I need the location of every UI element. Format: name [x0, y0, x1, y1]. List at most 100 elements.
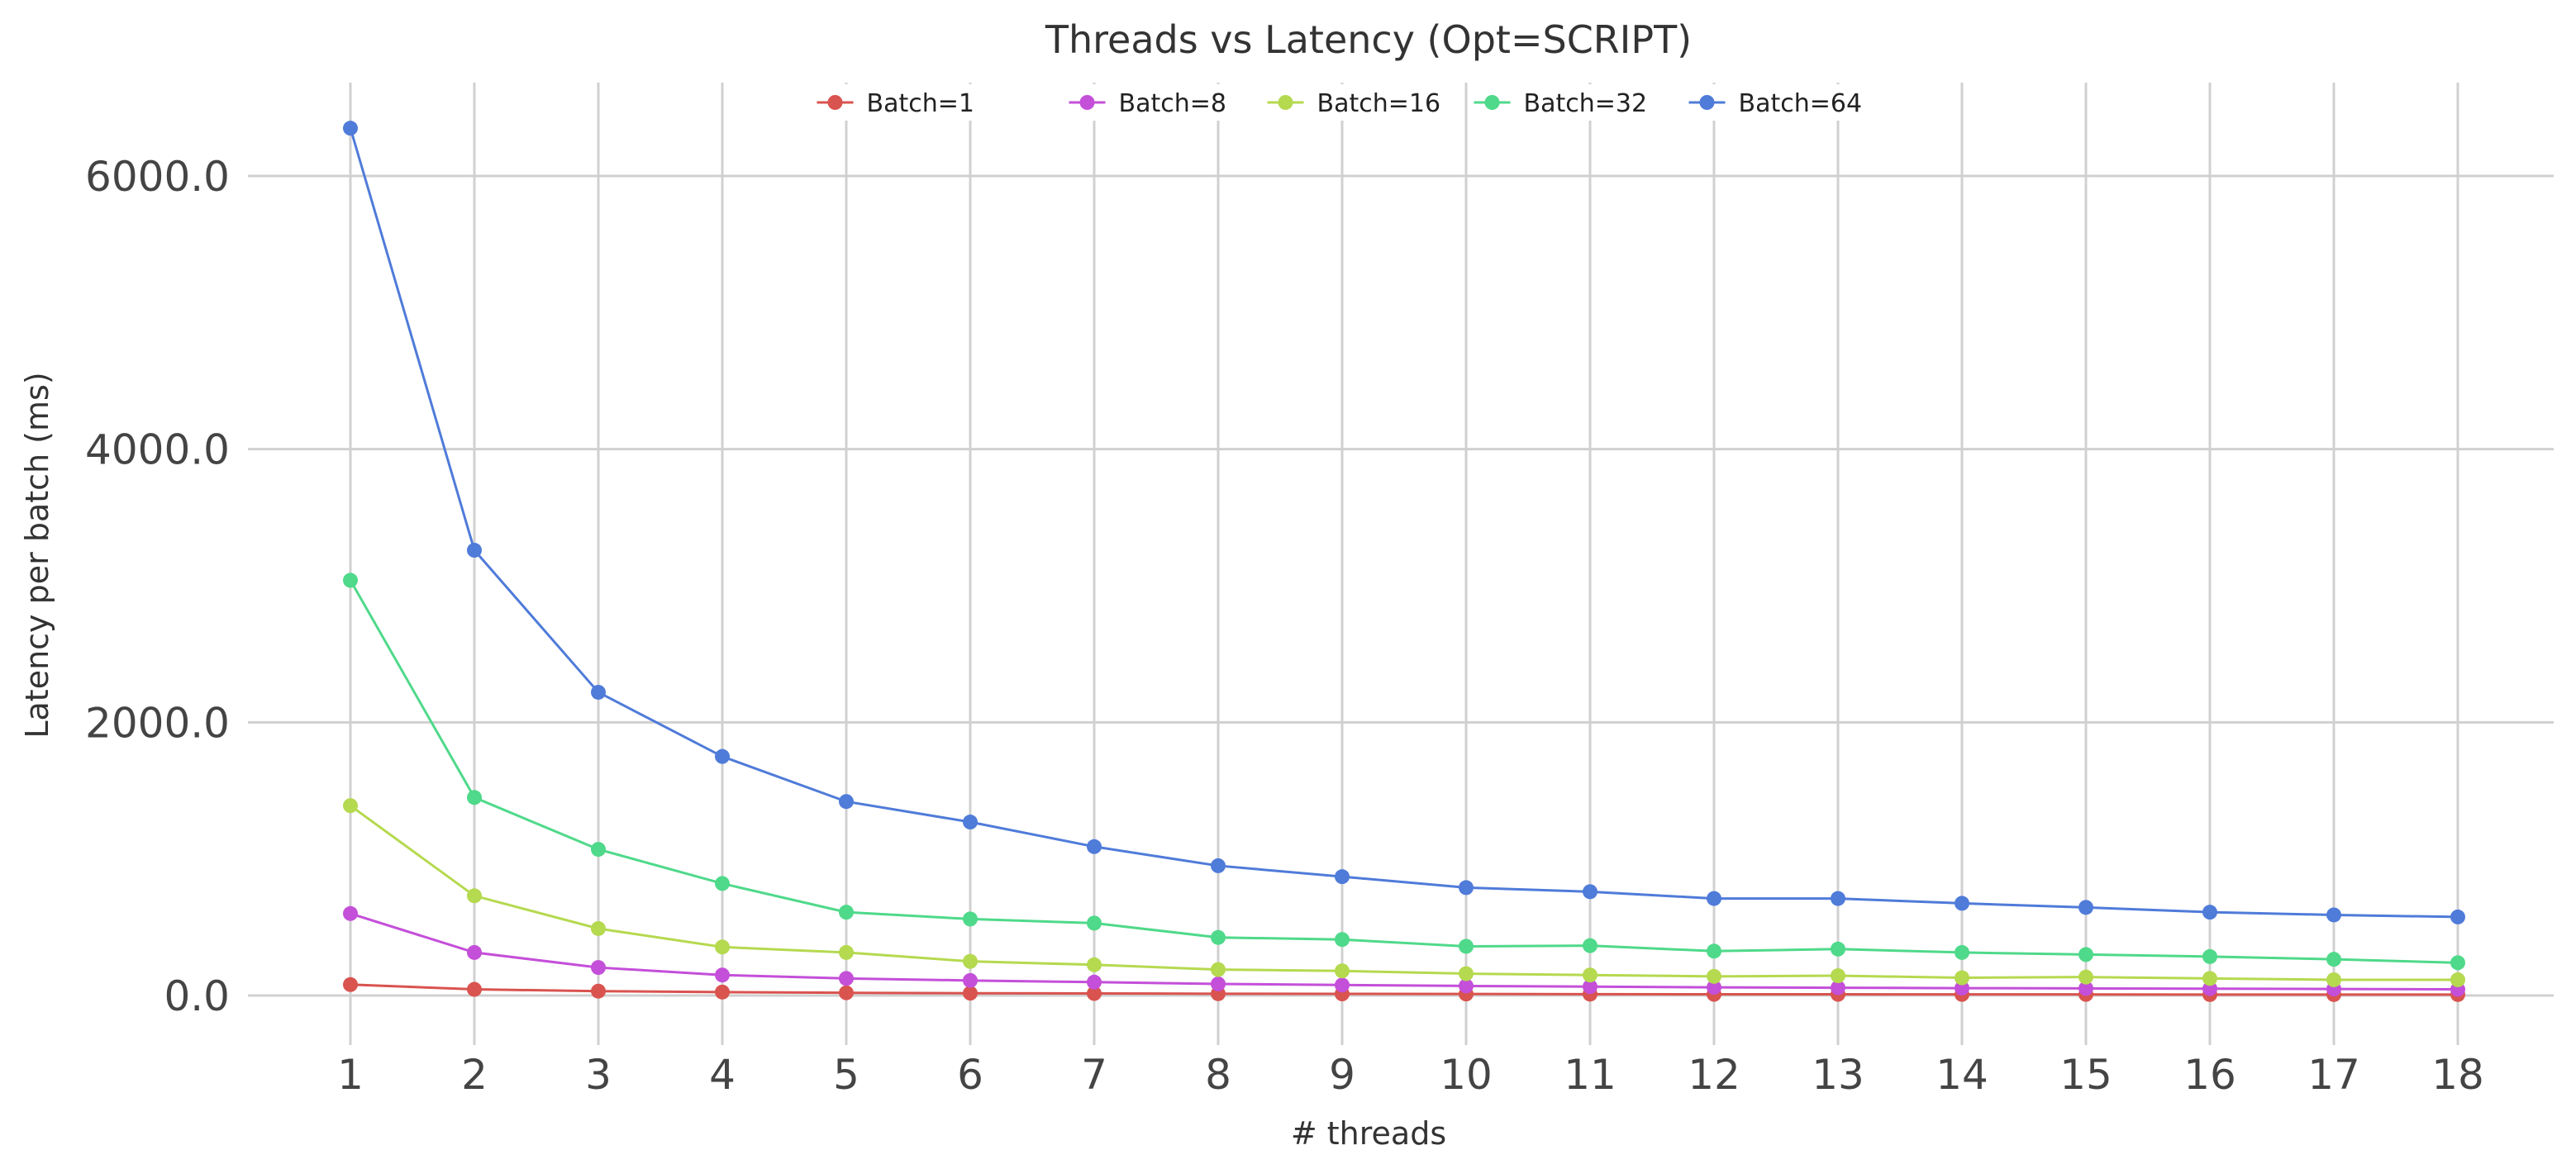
x-tick-label: 13 — [1812, 1051, 1864, 1099]
legend-entry: Batch=8 — [1062, 84, 1250, 121]
series-batch-64 — [343, 121, 2465, 924]
x-axis-label: # threads — [1291, 1115, 1446, 1152]
legend-marker — [1278, 95, 1293, 110]
data-point — [2078, 900, 2093, 915]
data-point — [343, 977, 358, 992]
data-point — [1211, 858, 1226, 873]
data-point — [1831, 891, 1845, 906]
x-tick-label: 17 — [2307, 1051, 2360, 1099]
data-point — [1087, 986, 1102, 1001]
series-line — [349, 127, 2459, 919]
data-point — [467, 888, 482, 904]
data-point — [963, 815, 978, 830]
y-tick-label: 0.0 — [164, 972, 230, 1020]
legend: Batch=1 Batch=8 Batch=16 Batch=32 Batch=64 — [810, 84, 1869, 121]
data-point — [1087, 915, 1102, 931]
data-point — [2450, 909, 2465, 924]
data-point — [839, 794, 854, 810]
data-point — [963, 953, 978, 969]
data-point — [839, 985, 854, 1000]
data-point — [839, 944, 854, 960]
grid-layer — [248, 83, 2554, 1045]
data-point — [963, 972, 978, 988]
data-point — [2202, 981, 2217, 996]
data-point — [1211, 929, 1226, 945]
data-point — [1831, 980, 1845, 996]
legend-entry: Batch=16 — [1260, 84, 1456, 121]
data-point — [2450, 955, 2465, 971]
data-point — [467, 790, 482, 805]
data-point — [1583, 967, 1598, 983]
y-axis-label: Latency per batch (ms) — [19, 372, 55, 738]
x-tick-label: 9 — [1329, 1051, 1355, 1099]
data-point — [2326, 907, 2341, 923]
legend-marker — [1699, 95, 1715, 110]
data-point — [591, 842, 606, 858]
data-point — [591, 684, 606, 700]
data-point — [1831, 941, 1845, 957]
data-point — [2078, 969, 2093, 985]
series-line — [350, 804, 2458, 981]
data-point — [1583, 884, 1598, 900]
legend-marker — [1079, 95, 1095, 110]
data-point — [1955, 896, 1969, 911]
data-point — [1087, 839, 1102, 854]
data-point — [343, 905, 358, 921]
data-point — [1211, 962, 1226, 977]
x-axis-ticks: 1 2 3 4 5 6 7 8 9 10 11 12 13 14 15 16 17 18 — [337, 1051, 2484, 1099]
series-layer — [343, 121, 2465, 1002]
x-tick-label: 12 — [1688, 1051, 1740, 1099]
data-point — [1211, 976, 1226, 991]
x-tick-label: 16 — [2183, 1051, 2236, 1099]
data-point — [1335, 932, 1350, 948]
legend-entry: Batch=64 — [1682, 84, 1869, 121]
data-point — [715, 876, 730, 891]
data-point — [2202, 905, 2217, 920]
data-point — [2326, 952, 2341, 967]
data-point — [1583, 979, 1598, 995]
series-batch-8 — [343, 905, 2465, 997]
data-point — [2326, 972, 2341, 987]
legend-marker — [1484, 95, 1500, 110]
legend-label: Batch=1 — [867, 89, 974, 118]
series-line — [349, 579, 2459, 964]
data-point — [1707, 968, 1721, 984]
data-point — [715, 984, 730, 1000]
data-point — [715, 748, 730, 764]
data-point — [343, 798, 358, 814]
data-point — [2202, 948, 2217, 964]
data-point — [1707, 980, 1721, 996]
data-point — [2078, 947, 2093, 962]
data-point — [343, 573, 358, 588]
data-point — [1459, 880, 1474, 896]
data-point — [1831, 968, 1845, 984]
x-tick-label: 18 — [2431, 1051, 2484, 1099]
x-tick-label: 15 — [2059, 1051, 2112, 1099]
data-point — [467, 944, 482, 960]
data-point — [1955, 944, 1969, 960]
data-point — [1335, 869, 1350, 885]
data-point — [591, 983, 606, 999]
data-point — [591, 960, 606, 976]
data-point — [963, 911, 978, 927]
x-tick-label: 14 — [1936, 1051, 1988, 1099]
data-point — [839, 971, 854, 986]
data-point — [1335, 977, 1350, 993]
data-point — [343, 121, 358, 136]
data-point — [1335, 963, 1350, 979]
data-point — [1459, 978, 1474, 994]
data-point — [2078, 981, 2093, 996]
x-tick-label: 10 — [1440, 1051, 1493, 1099]
data-point — [715, 939, 730, 955]
legend-label: Batch=64 — [1739, 89, 1863, 118]
x-tick-label: 7 — [1081, 1051, 1107, 1099]
series-line — [350, 983, 2458, 996]
data-point — [1955, 981, 1969, 996]
x-tick-label: 8 — [1205, 1051, 1231, 1099]
x-tick-label: 5 — [833, 1051, 859, 1099]
data-point — [467, 543, 482, 558]
data-point — [1707, 891, 1721, 906]
y-tick-label: 4000.0 — [85, 426, 230, 474]
data-point — [2450, 972, 2465, 987]
